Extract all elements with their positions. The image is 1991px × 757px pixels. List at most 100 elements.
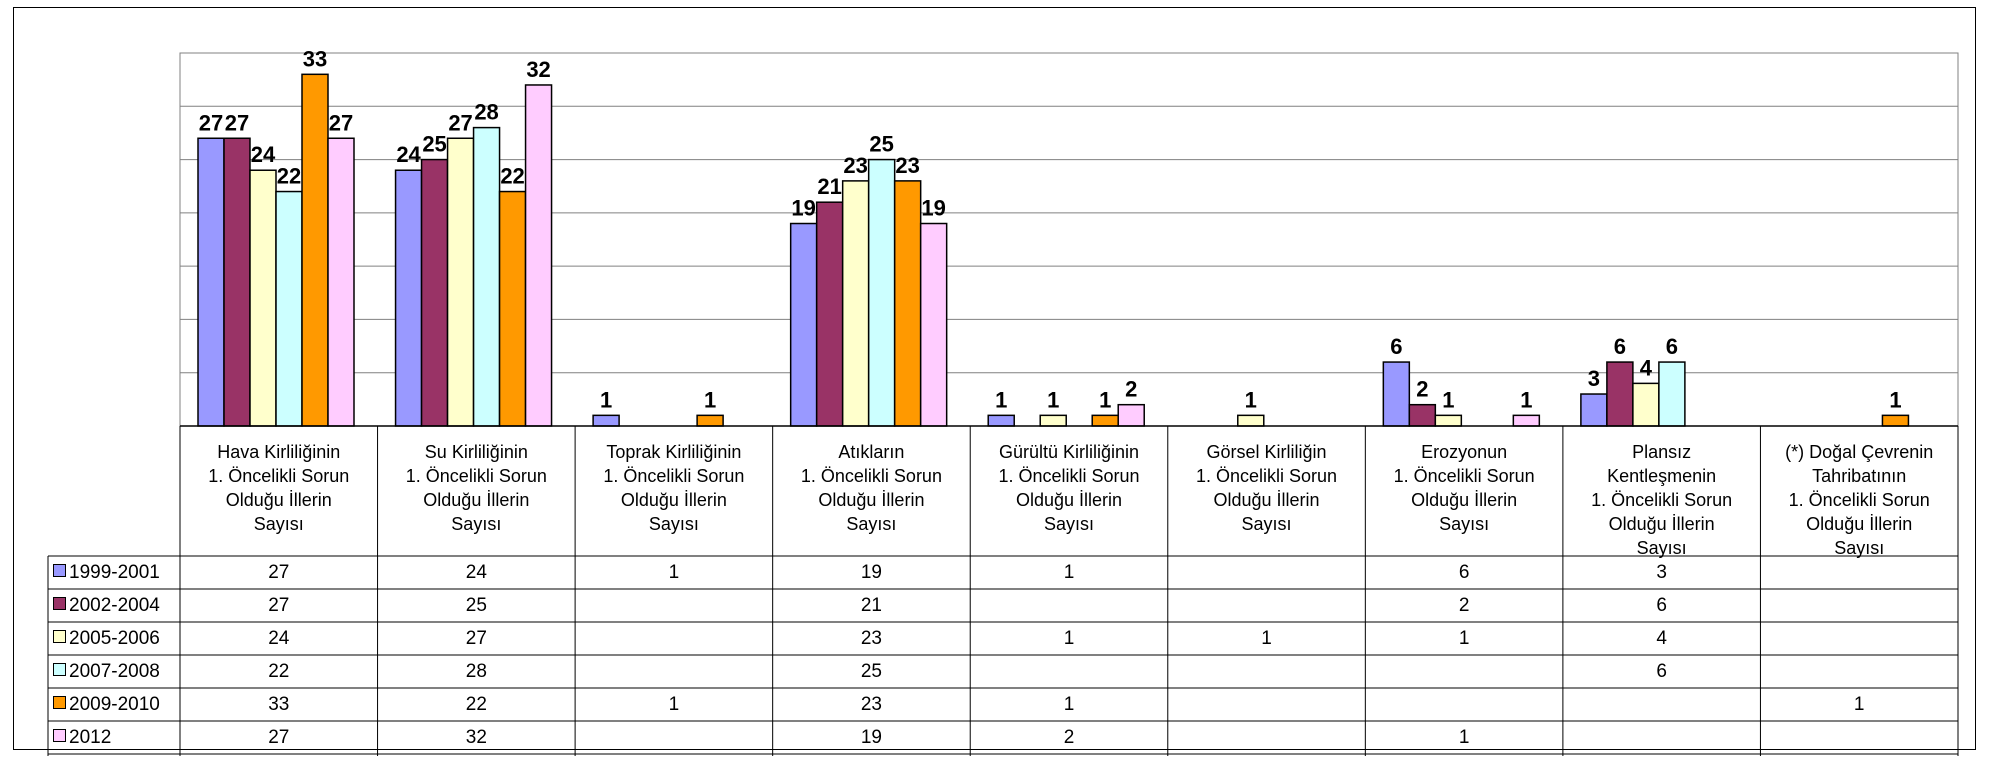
table-cell: 1 — [1261, 628, 1272, 649]
table-cell: 21 — [860, 595, 882, 616]
table-cell: 32 — [465, 727, 487, 748]
bar — [893, 180, 922, 427]
table-cell: 3 — [1656, 562, 1667, 583]
table-cell: 19 — [860, 562, 882, 583]
table-cell: 23 — [860, 628, 882, 649]
data-label: 21 — [817, 174, 841, 199]
data-label: 28 — [474, 100, 498, 125]
data-label: 24 — [251, 142, 276, 167]
table-cell: 1 — [668, 562, 680, 583]
table-cell: 24 — [268, 628, 290, 649]
data-label: 22 — [500, 164, 524, 189]
bar — [1382, 361, 1411, 427]
table-cell: 25 — [465, 595, 487, 616]
table-cell: 1 — [668, 694, 680, 715]
data-label: 1 — [1442, 387, 1454, 412]
bar — [498, 190, 527, 427]
table-cell: 1 — [1063, 694, 1075, 715]
bar — [1434, 414, 1463, 427]
legend-label: 2007-2008 — [69, 661, 160, 682]
legend-swatch — [53, 630, 66, 644]
legend-key: 2009-2010 — [53, 688, 160, 721]
bar — [1658, 361, 1686, 427]
data-label: 27 — [329, 110, 353, 135]
category-label: Toprak Kirliliğinin 1. Öncelikli Sorun O… — [603, 442, 745, 534]
legend-swatch — [53, 663, 66, 677]
bar — [919, 222, 948, 427]
bar — [1408, 403, 1437, 427]
table-cell: 33 — [268, 694, 290, 715]
table-cell: 4 — [1656, 628, 1667, 649]
bar — [592, 414, 620, 427]
category-label: (*) Doğal Çevrenin Tahribatının 1. Öncel… — [1785, 442, 1934, 558]
data-label: 19 — [791, 196, 815, 221]
legend-key: 1999-2001 — [53, 556, 160, 589]
data-label: 6 — [1390, 334, 1402, 359]
bar — [1881, 414, 1910, 427]
table-cell: 28 — [465, 661, 487, 682]
data-label: 23 — [843, 153, 867, 178]
data-label: 24 — [396, 142, 421, 167]
data-label: 6 — [1614, 334, 1626, 359]
data-label: 1 — [1047, 387, 1059, 412]
bar — [223, 137, 251, 427]
data-label: 23 — [895, 153, 919, 178]
bar — [696, 414, 724, 427]
legend-label: 2012 — [69, 727, 112, 748]
legend-label: 2005-2006 — [69, 628, 160, 649]
legend-key: 2005-2006 — [53, 622, 160, 655]
bar — [1237, 414, 1265, 427]
bar — [446, 137, 475, 427]
legend-swatch — [53, 696, 66, 710]
table-cell: 23 — [860, 694, 882, 715]
data-label: 4 — [1640, 355, 1653, 380]
data-label: 2 — [1416, 377, 1428, 402]
bar — [327, 137, 355, 427]
bar — [1091, 414, 1119, 427]
table-cell: 2 — [1063, 727, 1075, 748]
data-label: 33 — [303, 46, 327, 71]
data-label: 1 — [1889, 387, 1901, 412]
bar — [394, 169, 423, 427]
category-label: Atıkların 1. Öncelikli Sorun Olduğu İlle… — [800, 442, 942, 534]
table-cell: 1 — [1853, 694, 1865, 715]
legend-key: 2012 — [53, 721, 111, 754]
data-label: 3 — [1588, 366, 1600, 391]
bar — [1606, 361, 1634, 427]
data-label: 1 — [995, 387, 1007, 412]
table-cell: 1 — [1458, 628, 1470, 649]
data-label: 1 — [600, 387, 612, 412]
bar — [275, 190, 303, 427]
bar — [1512, 414, 1541, 427]
bar — [301, 73, 329, 427]
category-label: Su Kirliliğinin 1. Öncelikli Sorun Olduğ… — [405, 442, 547, 534]
legend-swatch — [53, 729, 66, 743]
bar — [815, 201, 844, 427]
table-cell: 2 — [1458, 595, 1470, 616]
legend-label: 2009-2010 — [69, 694, 160, 715]
bar — [197, 137, 225, 427]
data-label: 2 — [1125, 377, 1137, 402]
table-cell: 6 — [1458, 562, 1470, 583]
data-label: 25 — [869, 132, 893, 157]
chart-frame — [13, 7, 1976, 750]
bar — [249, 169, 277, 427]
table-cell: 1 — [1063, 562, 1075, 583]
legend-key: 2007-2008 — [53, 655, 160, 688]
category-label: Hava Kirliliğinin 1. Öncelikli Sorun Old… — [208, 442, 350, 534]
data-label: 6 — [1666, 334, 1678, 359]
table-cell: 1 — [1458, 727, 1470, 748]
bar — [841, 180, 870, 427]
legend-swatch — [53, 564, 66, 578]
table-cell: 24 — [465, 562, 487, 583]
data-label: 25 — [422, 132, 446, 157]
legend-label: 1999-2001 — [69, 562, 160, 583]
data-label: 27 — [448, 110, 472, 135]
data-label: 1 — [704, 387, 716, 412]
legend-swatch — [53, 597, 66, 611]
table-cell: 25 — [860, 661, 882, 682]
legend-label: 2002-2004 — [69, 595, 160, 616]
data-label: 1 — [1099, 387, 1111, 412]
category-label: Gürültü Kirliliğinin 1. Öncelikli Sorun … — [998, 442, 1140, 534]
